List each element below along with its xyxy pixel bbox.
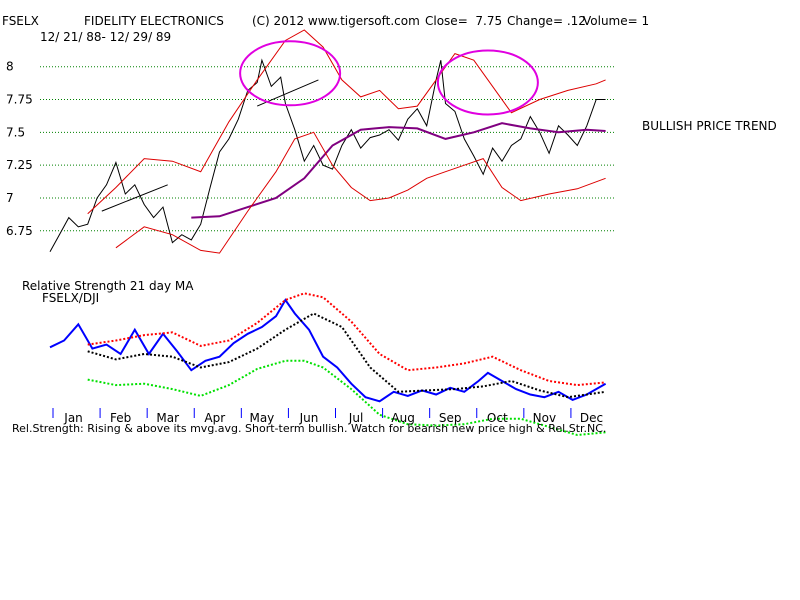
change-value: Change= .12 [507, 14, 586, 28]
month-label: Apr [204, 411, 225, 425]
month-label: Jul [348, 411, 363, 425]
ticker-symbol: FSELX [2, 14, 39, 28]
date-range: 12/ 21/ 88- 12/ 29/ 89 [40, 30, 172, 44]
rs-rel-strength-line [49, 298, 607, 403]
month-label: Feb [110, 411, 131, 425]
footer-note: Rel.Strength: Rising & above its mvg.avg… [12, 422, 607, 435]
rs-upper-band-line [87, 292, 606, 387]
volume-value: Volume= 1 [583, 14, 650, 28]
price-moving-average-line [191, 122, 606, 219]
highlight-circle [239, 40, 342, 107]
y-tick-label: 7.75 [6, 93, 33, 107]
month-label: Dec [580, 411, 603, 425]
y-tick-label: 7.5 [6, 125, 25, 139]
price-lower-band-line [115, 131, 606, 254]
rs-title: Relative Strength 21 day MA [22, 279, 194, 293]
month-label: May [249, 411, 274, 425]
month-label: Nov [533, 411, 556, 425]
rs-moving-average-line [87, 312, 606, 399]
rs-ratio-label: FSELX/DJI [42, 291, 100, 305]
month-label: Jan [63, 411, 83, 425]
month-label: Aug [391, 411, 414, 425]
y-tick-label: 6.75 [6, 224, 33, 238]
highlight-circle [436, 49, 539, 116]
copyright-text: (C) 2012 www.tigersoft.com [252, 14, 420, 28]
month-label: Mar [156, 411, 179, 425]
company-name: FIDELITY ELECTRONICS [84, 14, 224, 28]
price-price-line [49, 58, 606, 253]
y-tick-label: 7 [6, 191, 14, 205]
trend-annotation: BULLISH PRICE TREND [642, 119, 777, 133]
y-tick-label: 8 [6, 60, 14, 74]
close-value: Close= 7.75 [425, 14, 503, 28]
month-label: Jun [299, 411, 319, 425]
month-label: Sep [439, 411, 462, 425]
price-upper-band-line [87, 29, 606, 215]
y-tick-label: 7.25 [6, 158, 33, 172]
price-trendline-1-line [101, 184, 168, 212]
month-label: Oct [487, 411, 508, 425]
